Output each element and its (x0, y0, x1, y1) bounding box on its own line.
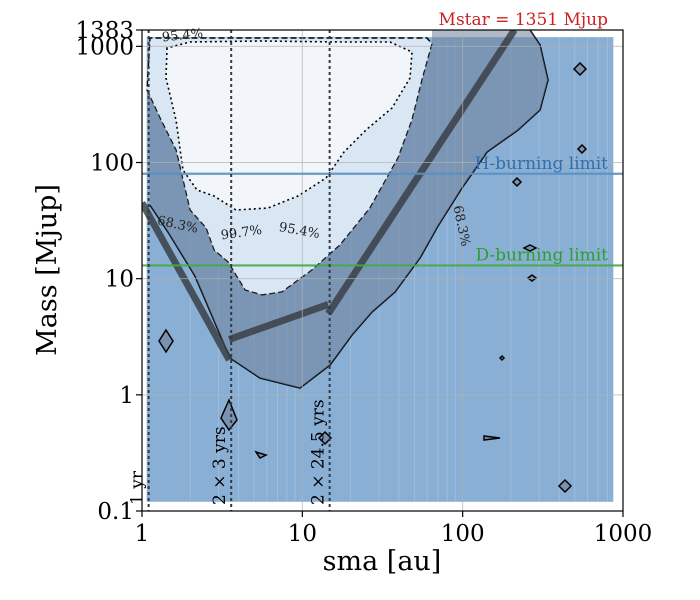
y-axis-title: Mass [Mjup] (32, 184, 63, 356)
x-tick-label: 10 (288, 521, 317, 547)
contour-label: 95.4% (161, 26, 204, 45)
dark-band (147, 30, 548, 388)
period-labels: 1 yr 2 × 3 yrs 2 × 24.5 yrs (128, 399, 329, 505)
y-tick-label: 10 (105, 267, 134, 293)
limit-labels: H-burning limit D-burning limit (475, 154, 609, 266)
contour-label: 99.7% (220, 223, 263, 244)
period-lines (147, 30, 331, 511)
trend-segment (142, 201, 233, 362)
y-tick-label: 1 (119, 383, 134, 409)
contour-label: 95.4% (278, 220, 321, 242)
axes-frame (141, 29, 624, 512)
limit-label: D-burning limit (475, 245, 608, 265)
period-label: 1 yr (128, 470, 148, 505)
limit-label: H-burning limit (475, 154, 609, 174)
x-tick-label: 1000 (594, 521, 653, 547)
trend-segment (228, 301, 330, 343)
y-tick-label: 1383 (75, 18, 134, 44)
limit-lines (142, 172, 623, 267)
x-axis-title: sma [au] (323, 546, 442, 577)
region-997 (165, 40, 413, 211)
y-tick-label: 1000 (75, 34, 134, 60)
x-ticks: 1 10 100 1000 (135, 511, 653, 547)
contour-islands (158, 61, 588, 494)
period-label: 2 × 3 yrs (210, 426, 230, 505)
y-tick-label: 100 (90, 151, 134, 177)
mstar-annotation: Mstar = 1351 Mjup (439, 10, 609, 30)
x-tick-label: 100 (441, 521, 485, 547)
y-tick-label: 0.1 (97, 499, 134, 525)
x-tick-label: 1 (135, 521, 150, 547)
grid (142, 30, 623, 511)
period-label: 2 × 24.5 yrs (309, 399, 329, 505)
